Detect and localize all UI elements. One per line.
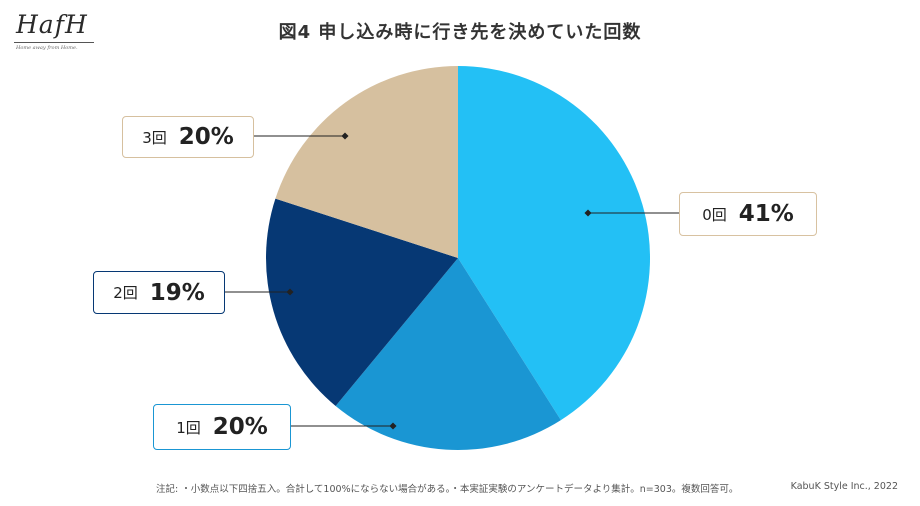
leader-dot-0 — [584, 209, 592, 217]
slice-percent-2: 19% — [149, 279, 205, 306]
pie-slice-1 — [335, 258, 561, 450]
leader-dot-2 — [286, 288, 294, 296]
logo-tagline: Home away from Home. — [16, 45, 78, 51]
chart-title: 図4 申し込み時に行き先を決めていた回数 — [278, 22, 642, 43]
leader-dot-3 — [341, 132, 349, 140]
slice-label-0: 0回 41% — [679, 192, 817, 236]
slice-label-1: 1回 20% — [153, 404, 291, 450]
leader-dot-1 — [389, 422, 397, 430]
pie-slice-2 — [266, 198, 458, 406]
slice-percent-1: 20% — [212, 414, 268, 440]
logo-wordmark: HafH — [16, 10, 88, 39]
pie-slice-3 — [275, 66, 458, 258]
slice-category-0: 0回 — [702, 205, 727, 224]
footnote: 注記: ・小数点以下四捨五入。合計して100%にならない場合がある。・本実証実験… — [156, 484, 739, 495]
credit: KabuK Style Inc., 2022 — [790, 481, 898, 492]
slice-percent-0: 41% — [738, 201, 794, 227]
slice-label-2: 2回 19% — [93, 271, 225, 314]
pie-slice-0 — [458, 66, 650, 421]
slice-label-3: 3回 20% — [122, 116, 254, 158]
slice-percent-3: 20% — [178, 124, 234, 150]
slice-category-2: 2回 — [113, 284, 138, 302]
hafh-logo: HafH Home away from Home. — [14, 8, 96, 52]
slice-category-1: 1回 — [176, 418, 201, 437]
slice-category-3: 3回 — [142, 128, 167, 147]
logo-underline — [14, 42, 94, 43]
